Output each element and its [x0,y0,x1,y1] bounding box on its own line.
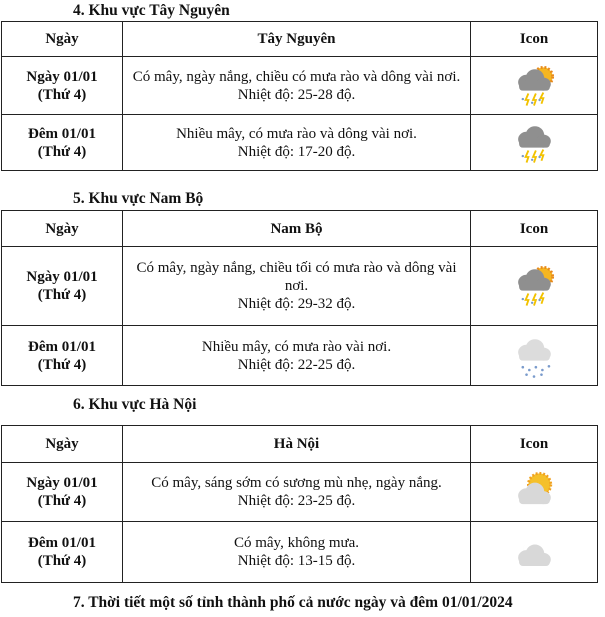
weather-description: Có mây, không mưa. [233,535,360,551]
column-header: Icon [470,210,598,247]
sun-cloud-icon [475,466,593,518]
day-label: Đêm 01/01 [28,535,96,551]
icon-cell [470,246,598,326]
date-cell: Ngày 01/01 (Thứ 4) [1,462,123,522]
weekday-label: (Thứ 4) [37,143,87,160]
column-header: Nam Bộ [122,210,471,247]
temperature: Nhiệt độ: 17-20 độ. [237,143,356,160]
table-row: Ngày 01/01 (Thứ 4) Có mây, sáng sớm có sư… [1,462,598,522]
weekday-label: (Thứ 4) [37,356,87,373]
temperature: Nhiệt độ: 25-28 độ. [237,86,356,103]
section-heading: 6. Khu vực Hà Nội [73,396,197,413]
sun-cloud-thunderstorm-icon [475,260,593,312]
day-label: Ngày 01/01 [26,68,98,85]
table-row: Đêm 01/01 (Thứ 4) Nhiều mây, có mưa rào v… [1,114,598,171]
description-cell: Nhiều mây, có mưa rào và dông vài nơi. Nh… [122,114,471,171]
weather-description: Có mây, ngày nắng, chiều có mưa rào và d… [132,68,461,85]
weekday-label: (Thứ 4) [37,493,87,509]
description-cell: Có mây, không mưa. Nhiệt độ: 13-15 độ. [122,521,471,583]
day-label: Đêm 01/01 [28,338,96,355]
icon-cell [470,325,598,386]
header-row: Ngày Tây Nguyên Icon [1,21,598,57]
section-heading: 7. Thời tiết một số tỉnh thành phố cả nư… [73,594,513,611]
temperature: Nhiệt độ: 22-25 độ. [237,356,356,373]
column-header: Icon [470,21,598,57]
weather-description: Có mây, sáng sớm có sương mù nhẹ, ngày n… [151,475,442,491]
day-label: Ngày 01/01 [26,269,98,285]
forecast-table: Ngày Hà Nội Icon Ngày 01/01 (Thứ 4) Có mây,… [1,425,598,583]
cloud-rain-icon [475,330,593,382]
temperature: Nhiệt độ: 13-15 độ. [237,553,356,569]
column-header: Ngày [1,21,123,57]
weather-description: Nhiều mây, có mưa rào vài nơi. [201,338,392,355]
date-cell: Đêm 01/01 (Thứ 4) [1,114,123,171]
cloud-thunderstorm-icon [475,117,593,169]
weekday-label: (Thứ 4) [37,553,87,569]
icon-cell [470,114,598,171]
table-row: Ngày 01/01 (Thứ 4) Có mây, ngày nắng, chi… [1,56,598,115]
icon-cell [470,462,598,522]
description-cell: Có mây, ngày nắng, chiều tối có mưa rào … [122,246,471,326]
day-label: Ngày 01/01 [26,475,98,491]
section-heading: 5. Khu vực Nam Bộ [73,190,204,207]
column-header: Tây Nguyên [122,21,471,57]
date-cell: Đêm 01/01 (Thứ 4) [1,521,123,583]
table-row: Đêm 01/01 (Thứ 4) Có mây, không mưa. Nhiệt… [1,521,598,583]
date-cell: Ngày 01/01 (Thứ 4) [1,56,123,115]
date-cell: Đêm 01/01 (Thứ 4) [1,325,123,386]
weekday-label: (Thứ 4) [37,287,87,303]
date-cell: Ngày 01/01 (Thứ 4) [1,246,123,326]
weather-description: Nhiều mây, có mưa rào và dông vài nơi. [176,125,417,142]
column-header: Hà Nội [122,425,471,463]
table-row: Đêm 01/01 (Thứ 4) Nhiều mây, có mưa rào v… [1,325,598,386]
header-row: Ngày Hà Nội Icon [1,425,598,463]
forecast-table: Ngày Tây Nguyên Icon Ngày 01/01 (Thứ 4) Có … [1,21,598,171]
icon-cell [470,521,598,583]
moon-cloud-icon [475,526,593,578]
description-cell: Có mây, sáng sớm có sương mù nhẹ, ngày n… [122,462,471,522]
icon-cell [470,56,598,115]
description-cell: Có mây, ngày nắng, chiều có mưa rào và d… [122,56,471,115]
sun-cloud-thunderstorm-icon [475,60,593,112]
description-cell: Nhiều mây, có mưa rào vài nơi. Nhiệt độ: … [122,325,471,386]
table-row: Ngày 01/01 (Thứ 4) Có mây, ngày nắng, chi… [1,246,598,326]
temperature: Nhiệt độ: 23-25 độ. [237,493,356,509]
day-label: Đêm 01/01 [28,125,96,142]
column-header: Icon [470,425,598,463]
temperature: Nhiệt độ: 29-32 độ. [237,296,356,312]
column-header: Ngày [1,210,123,247]
column-header: Ngày [1,425,123,463]
section-heading: 4. Khu vực Tây Nguyên [73,2,230,19]
forecast-table: Ngày Nam Bộ Icon Ngày 01/01 (Thứ 4) Có mây,… [1,210,598,386]
header-row: Ngày Nam Bộ Icon [1,210,598,247]
weather-description: Có mây, ngày nắng, chiều tối có mưa rào … [136,260,457,294]
weekday-label: (Thứ 4) [37,86,87,103]
